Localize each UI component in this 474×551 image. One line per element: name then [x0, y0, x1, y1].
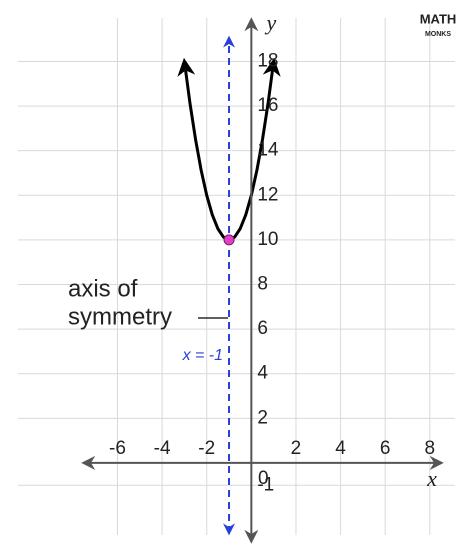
x-tick-label: 2	[291, 438, 302, 459]
x-tick-label: -2	[198, 438, 215, 459]
x-tick-label: 4	[335, 438, 346, 459]
y-tick-label: 16	[257, 95, 278, 116]
y-axis-label: y	[264, 10, 276, 35]
logo-subtitle: MONKS	[425, 31, 451, 38]
annotation-line: symmetry	[68, 303, 172, 330]
vertex-point	[223, 234, 235, 246]
symmetry-axis-label: x = -1	[182, 347, 223, 364]
y-tick-label: 8	[257, 274, 268, 295]
x-tick-label: 6	[380, 438, 391, 459]
logo-title: MATH	[420, 11, 457, 26]
x-axis-label: x	[426, 466, 437, 491]
x-tick-label: 0	[258, 468, 269, 489]
y-tick-label: 18	[257, 50, 278, 71]
x-tick-label: -6	[109, 438, 126, 459]
x-tick-label: -4	[154, 438, 171, 459]
y-tick-label: 4	[257, 363, 268, 384]
y-tick-label: 6	[257, 318, 268, 339]
x-tick-label: 8	[425, 438, 436, 459]
y-tick-label: 14	[257, 140, 279, 161]
annotation-line: axis of	[68, 275, 138, 302]
y-tick-label: 10	[257, 229, 278, 250]
y-tick-label: 2	[257, 407, 268, 428]
y-tick-label: -1	[257, 474, 274, 495]
y-tick-label: 12	[257, 184, 278, 205]
